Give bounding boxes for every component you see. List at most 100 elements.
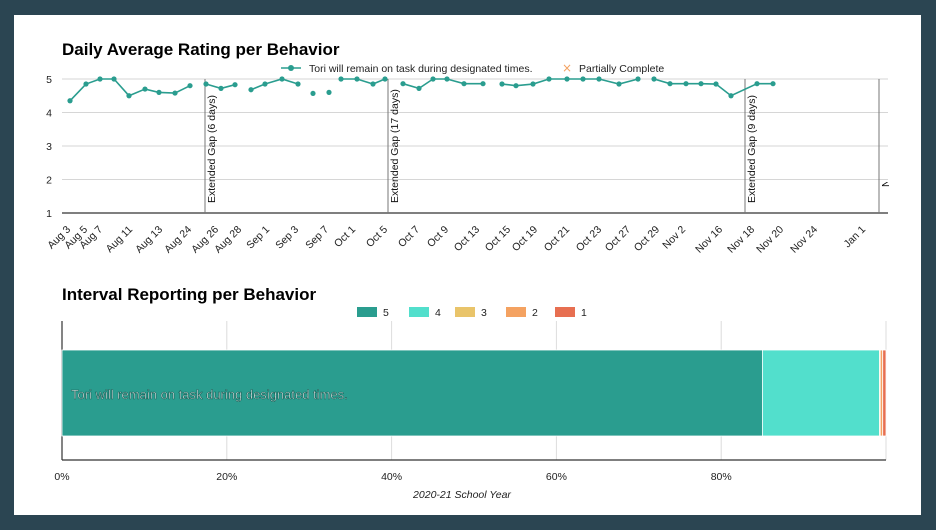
data-point xyxy=(430,76,436,82)
bar-chart-legend: 5 4 3 2 1 xyxy=(357,307,587,319)
legend-dot-icon xyxy=(288,65,294,71)
x-tick-label: Nov 20 xyxy=(754,224,786,256)
legend-label-1: 1 xyxy=(581,307,587,319)
data-point xyxy=(97,76,103,82)
gap-marker-label: Extended Gap (6 days) xyxy=(206,95,218,203)
data-point xyxy=(142,86,148,92)
y-tick-label: 4 xyxy=(46,108,52,120)
data-point xyxy=(546,76,552,82)
bar-chart-x-caption: 2020-21 School Year xyxy=(412,489,511,501)
y-tick-label: 3 xyxy=(46,141,52,153)
x-tick-label: Aug 13 xyxy=(133,224,165,256)
data-point xyxy=(338,76,344,82)
data-point xyxy=(580,76,586,82)
legend-series-label: Tori will remain on task during designat… xyxy=(309,63,533,75)
x-tick-label: 80% xyxy=(711,471,732,483)
legend-swatch-1 xyxy=(555,307,575,317)
x-tick-label: Oct 23 xyxy=(574,224,604,254)
x-tick-label: Sep 3 xyxy=(273,224,301,252)
x-tick-label: Sep 1 xyxy=(244,224,272,252)
legend-swatch-5 xyxy=(357,307,377,317)
data-point xyxy=(513,83,519,89)
gap-marker-label: Extended Gap (17 days) xyxy=(389,89,401,203)
data-point xyxy=(713,81,719,87)
data-point xyxy=(354,76,360,82)
data-point xyxy=(67,98,73,104)
x-tick-label: Oct 21 xyxy=(542,224,572,254)
legend-swatch-3 xyxy=(455,307,475,317)
bar-chart-bars xyxy=(61,349,887,437)
data-point xyxy=(635,76,641,82)
bar-segment-1 xyxy=(882,349,887,437)
series-line xyxy=(341,78,386,85)
line-chart-gaps: Extended Gap (6 days) Extended Gap (17 da… xyxy=(204,79,892,213)
line-chart-title: Daily Average Rating per Behavior xyxy=(62,40,340,59)
legend-x-icon: × xyxy=(562,61,572,75)
x-tick-label: Oct 27 xyxy=(603,224,633,254)
data-point xyxy=(667,81,673,87)
report-card: Daily Average Rating per Behavior Tori w… xyxy=(14,15,921,515)
line-chart-grid: 1 2 3 4 5 xyxy=(46,74,888,220)
legend-label-3: 3 xyxy=(481,307,487,319)
legend-swatch-4 xyxy=(409,307,429,317)
bar-segment-5 xyxy=(61,349,763,437)
line-chart-legend: Tori will remain on task during designat… xyxy=(281,61,664,75)
line-chart-series xyxy=(67,76,776,104)
data-point xyxy=(218,85,224,91)
legend-label-5: 5 xyxy=(383,307,389,319)
x-tick-label: Oct 7 xyxy=(396,224,422,250)
data-point xyxy=(295,81,301,87)
gap-marker-label: Extended Gap (9 days) xyxy=(746,95,758,203)
legend-label-4: 4 xyxy=(435,307,441,319)
x-tick-label: Nov 16 xyxy=(693,224,725,256)
data-point xyxy=(382,76,388,82)
x-tick-label: Oct 1 xyxy=(332,224,358,250)
data-point xyxy=(172,90,178,96)
bar-chart-title: Interval Reporting per Behavior xyxy=(62,285,316,304)
y-tick-label: 2 xyxy=(46,175,52,187)
data-point xyxy=(416,85,422,91)
x-tick-label: Nov 2 xyxy=(660,224,688,252)
data-point xyxy=(203,81,209,87)
data-point xyxy=(564,76,570,82)
data-point xyxy=(770,81,776,87)
x-tick-label: Oct 15 xyxy=(483,224,513,254)
x-tick-label: 0% xyxy=(54,471,69,483)
data-point xyxy=(279,76,285,82)
bar-segment-4 xyxy=(762,349,880,437)
data-point xyxy=(370,81,376,87)
data-point xyxy=(499,81,505,87)
series-line xyxy=(250,78,299,91)
x-tick-label: Oct 19 xyxy=(510,224,540,254)
legend-swatch-2 xyxy=(506,307,526,317)
y-tick-label: 1 xyxy=(46,208,52,220)
data-point xyxy=(596,76,602,82)
x-tick-label: Oct 9 xyxy=(425,224,451,250)
x-tick-label: Jan 1 xyxy=(841,224,868,251)
data-point xyxy=(683,81,689,87)
data-point xyxy=(530,81,536,87)
x-tick-label: Oct 13 xyxy=(452,224,482,254)
x-tick-label: Aug 11 xyxy=(104,224,136,256)
legend-partial-label: Partially Complete xyxy=(579,63,664,75)
x-tick-label: Oct 5 xyxy=(364,224,390,250)
data-point xyxy=(400,81,406,87)
legend-label-2: 2 xyxy=(532,307,538,319)
data-point xyxy=(248,87,254,93)
data-point xyxy=(232,82,238,88)
gap-marker-label: New Year 2021 xyxy=(880,116,892,187)
x-tick-label: 60% xyxy=(546,471,567,483)
data-point xyxy=(651,76,657,82)
x-tick-label: Oct 29 xyxy=(632,224,662,254)
x-tick-label: Aug 24 xyxy=(162,224,194,256)
bar-category-label: Tori will remain on task during designat… xyxy=(71,387,348,402)
data-point xyxy=(187,83,193,89)
data-point xyxy=(728,93,734,99)
data-point xyxy=(310,90,316,97)
charts-canvas: Daily Average Rating per Behavior Tori w… xyxy=(45,40,892,501)
x-tick-label: Nov 24 xyxy=(788,224,820,256)
series-line xyxy=(402,78,483,90)
data-point xyxy=(262,81,268,87)
data-point xyxy=(444,76,450,82)
